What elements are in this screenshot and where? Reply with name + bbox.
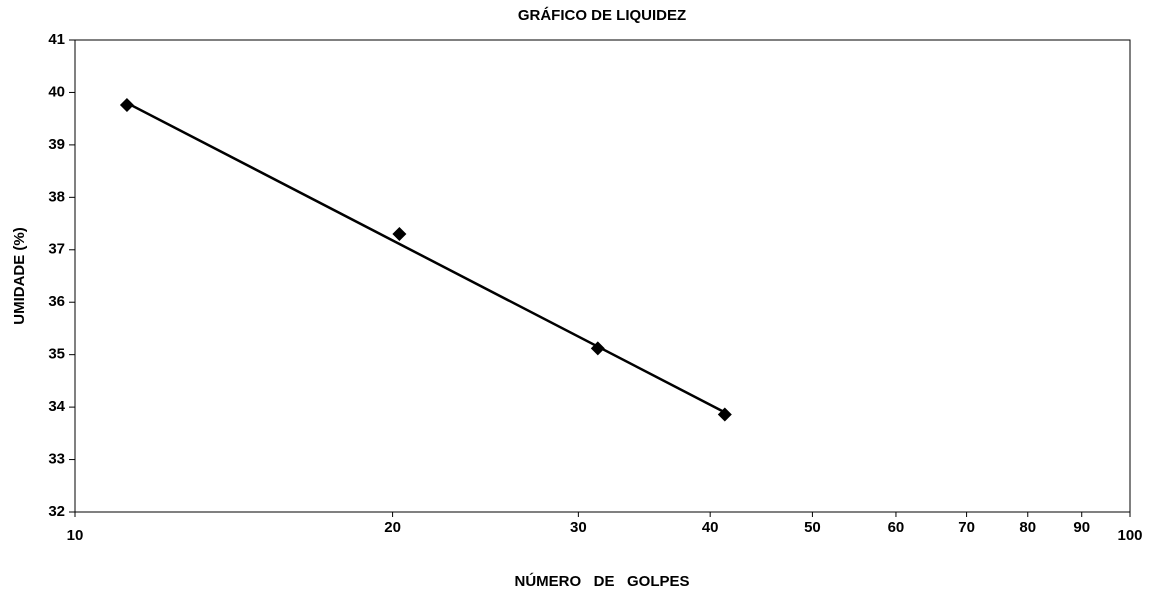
y-tick-label: 35 <box>48 346 65 363</box>
x-tick-label: 70 <box>958 519 975 536</box>
trendline <box>126 101 726 414</box>
x-tick-label: 30 <box>570 519 587 536</box>
x-tick-label: 20 <box>384 519 401 536</box>
y-tick-label: 39 <box>48 136 65 153</box>
y-tick-label: 41 <box>48 31 65 48</box>
y-tick-label: 32 <box>48 503 65 520</box>
y-axis-label: UMIDADE (%) <box>11 227 28 325</box>
data-point <box>717 407 732 422</box>
data-point <box>119 98 134 113</box>
y-tick-label: 33 <box>48 451 65 468</box>
x-tick-label: 60 <box>888 519 905 536</box>
y-tick-label: 34 <box>48 398 65 415</box>
plot-frame <box>74 39 1131 513</box>
x-tick-label: 100 <box>1117 527 1142 544</box>
x-tick-label: 50 <box>804 519 821 536</box>
x-tick-label: 40 <box>702 519 719 536</box>
x-tick-label: 80 <box>1019 519 1036 536</box>
y-tick-label: 37 <box>48 241 65 258</box>
data-point <box>392 227 407 242</box>
y-tick-label: 36 <box>48 293 65 310</box>
y-tick-label: 38 <box>48 188 65 205</box>
chart-title: GRÁFICO DE LIQUIDEZ <box>518 7 686 24</box>
x-tick-label: 90 <box>1073 519 1090 536</box>
x-axis-label: NÚMERO DE GOLPES <box>514 572 689 590</box>
y-tick-label: 40 <box>48 83 65 100</box>
data-point <box>590 341 605 356</box>
x-tick-label: 10 <box>67 527 84 544</box>
